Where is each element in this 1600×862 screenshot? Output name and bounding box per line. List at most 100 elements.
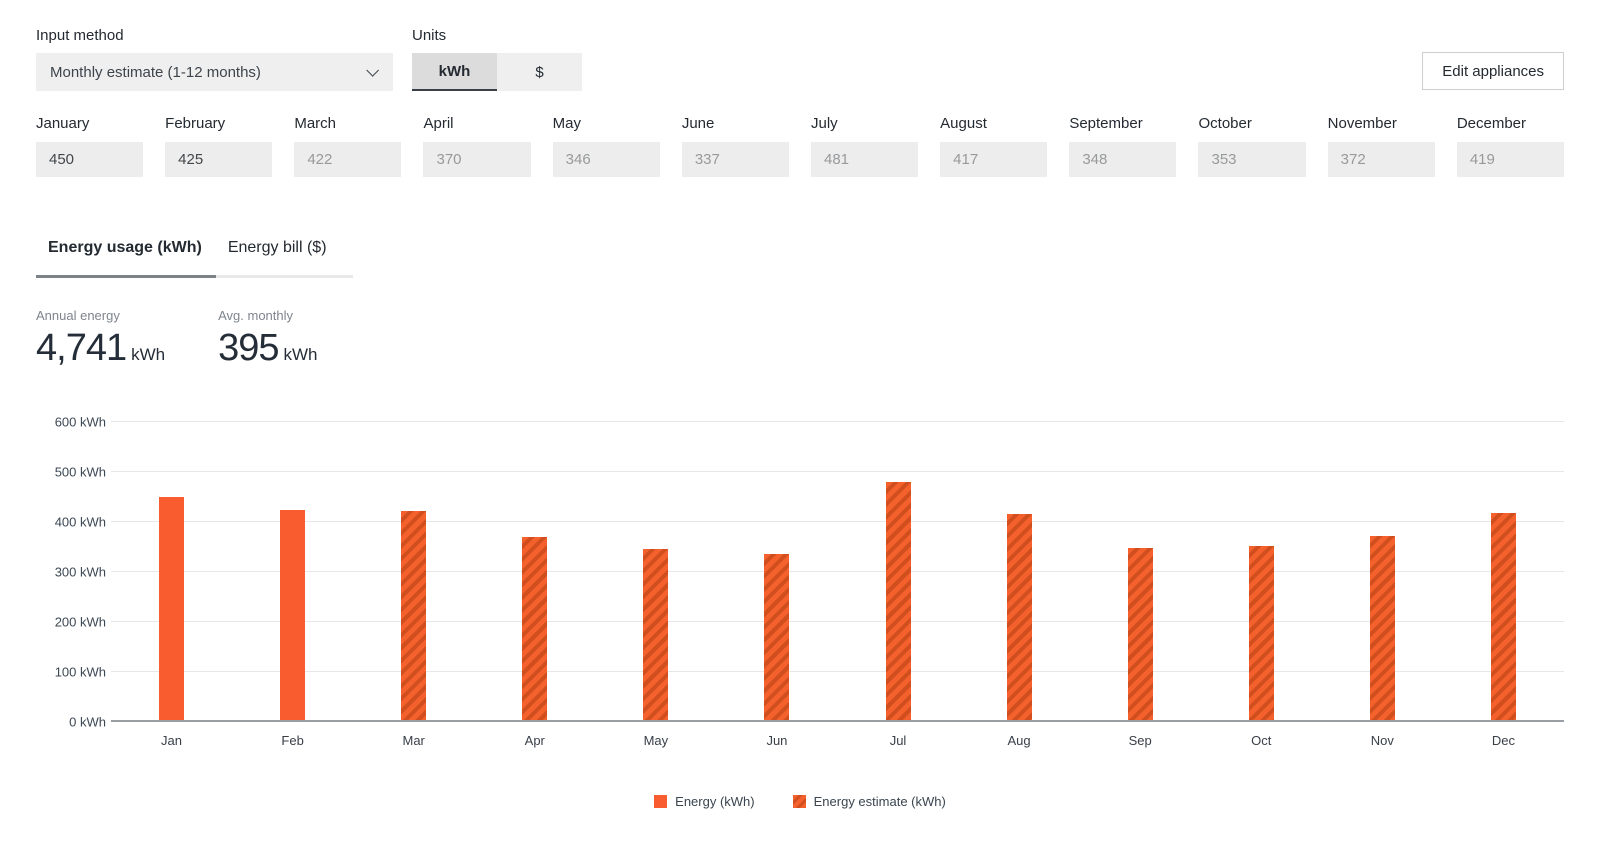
- month-value-input[interactable]: [165, 142, 273, 177]
- bar-dec[interactable]: [1490, 512, 1516, 722]
- month-label: August: [940, 115, 987, 132]
- legend-swatch-solid: [654, 795, 668, 808]
- month-label: February: [165, 115, 226, 132]
- month-value-input[interactable]: [681, 142, 789, 177]
- month-value-input[interactable]: [810, 142, 919, 177]
- month-label: April: [423, 115, 454, 132]
- x-tick-label: May: [643, 733, 669, 748]
- gridline: [111, 471, 1564, 472]
- bar-nov[interactable]: [1369, 536, 1395, 722]
- month-value-input[interactable]: [940, 142, 1048, 177]
- stat-value: 4,741: [36, 327, 127, 369]
- x-tick-label: Jan: [161, 733, 183, 748]
- bar-column: [959, 422, 1080, 722]
- bar-jun[interactable]: [764, 553, 790, 722]
- bar-column: [837, 422, 958, 722]
- month-label: September: [1069, 115, 1143, 132]
- bar-jan[interactable]: [159, 497, 185, 722]
- chart-legend: Energy (kWh) Energy estimate (kWh): [36, 794, 1564, 809]
- legend-label: Energy (kWh): [675, 794, 755, 809]
- gridline: [111, 571, 1564, 572]
- gridline: [111, 421, 1564, 422]
- month-label: May: [552, 115, 581, 132]
- month-value-input[interactable]: [36, 142, 144, 177]
- stat-unit: kWh: [131, 345, 166, 364]
- x-axis-labels: Jan Feb Mar Apr May Jun Jul Aug Sep Oct Nov Dec: [111, 733, 1564, 748]
- month-value-input[interactable]: [1198, 142, 1306, 177]
- month-value-input[interactable]: [294, 142, 402, 177]
- month-field: October: [1198, 115, 1306, 177]
- y-tick-label: 500 kWh: [54, 464, 106, 480]
- input-method-label: Input method: [36, 27, 124, 44]
- month-label: January: [36, 115, 90, 132]
- x-tick-label: Aug: [1007, 733, 1031, 748]
- bar-sep[interactable]: [1127, 548, 1153, 722]
- y-axis: 0 kWh 100 kWh 200 kWh 300 kWh 400 kWh 500 kWh…: [36, 415, 106, 730]
- x-tick-label: Jul: [889, 733, 907, 748]
- input-method-group: Input method Monthly estimate (1-12 mont…: [36, 27, 393, 91]
- month-field: November: [1327, 115, 1435, 177]
- chevron-down-icon: [366, 63, 379, 77]
- month-value-input[interactable]: [1327, 142, 1435, 177]
- stat-value: 395: [218, 327, 279, 369]
- month-value-input[interactable]: [1456, 142, 1564, 177]
- units-toggle: kWh $: [412, 53, 582, 91]
- bars-row: [111, 422, 1564, 722]
- month-label: July: [810, 115, 838, 132]
- bar-may[interactable]: [643, 549, 669, 722]
- units-option-kwh[interactable]: kWh: [412, 53, 497, 91]
- month-field: July: [810, 115, 919, 177]
- month-label: December: [1456, 115, 1527, 132]
- units-option-dollar[interactable]: $: [497, 53, 582, 91]
- x-tick-label: Dec: [1491, 733, 1515, 748]
- bar-mar[interactable]: [401, 511, 427, 722]
- tab-energy-bill[interactable]: Energy bill ($): [227, 239, 327, 256]
- x-tick-label: Apr: [524, 733, 545, 748]
- month-value-input[interactable]: [423, 142, 531, 177]
- gridline: [111, 621, 1564, 622]
- gridline: [111, 521, 1564, 522]
- y-tick-label: 200 kWh: [54, 614, 106, 630]
- x-tick-label: Sep: [1128, 733, 1152, 748]
- bar-aug[interactable]: [1006, 513, 1032, 722]
- bar-column: [1443, 422, 1564, 722]
- bar-column: [232, 422, 353, 722]
- bar-feb[interactable]: [280, 509, 306, 722]
- edit-appliances-button[interactable]: Edit appliances: [1422, 52, 1564, 90]
- month-value-input[interactable]: [1069, 142, 1177, 177]
- input-method-value: Monthly estimate (1-12 months): [50, 63, 261, 81]
- units-label: Units: [412, 27, 447, 44]
- x-tick-label: Feb: [281, 733, 304, 748]
- x-tick-label: Mar: [402, 733, 425, 748]
- y-tick-label: 0 kWh: [69, 714, 106, 730]
- month-label: November: [1327, 115, 1397, 132]
- month-field: September: [1069, 115, 1177, 177]
- month-label: October: [1198, 115, 1252, 132]
- bar-column: [1322, 422, 1443, 722]
- bar-column: [353, 422, 474, 722]
- bar-apr[interactable]: [522, 537, 548, 722]
- month-field: June: [681, 115, 789, 177]
- stat-label: Avg. monthly: [218, 308, 294, 323]
- bar-jul[interactable]: [885, 481, 911, 722]
- input-method-dropdown[interactable]: Monthly estimate (1-12 months): [36, 53, 393, 91]
- month-field: March: [294, 115, 402, 177]
- bar-column: [111, 422, 232, 722]
- y-tick-label: 300 kWh: [54, 564, 106, 580]
- y-tick-label: 600 kWh: [54, 414, 106, 430]
- bar-column: [1201, 422, 1322, 722]
- stat-unit: kWh: [283, 345, 318, 364]
- legend-item: Energy estimate (kWh): [792, 794, 946, 809]
- tab-energy-usage[interactable]: Energy usage (kWh): [36, 239, 216, 278]
- bar-column: [474, 422, 595, 722]
- chart-plot: [111, 421, 1564, 722]
- legend-label: Energy estimate (kWh): [813, 794, 946, 809]
- stat-annual-energy: Annual energy 4,741 kWh: [36, 308, 165, 370]
- bar-oct[interactable]: [1248, 545, 1274, 722]
- month-value-input[interactable]: [552, 142, 660, 177]
- month-field: January: [36, 115, 144, 177]
- month-field: February: [165, 115, 273, 177]
- month-field: April: [423, 115, 531, 177]
- units-group: Units kWh $: [412, 27, 582, 91]
- x-tick-label: Jun: [766, 733, 788, 748]
